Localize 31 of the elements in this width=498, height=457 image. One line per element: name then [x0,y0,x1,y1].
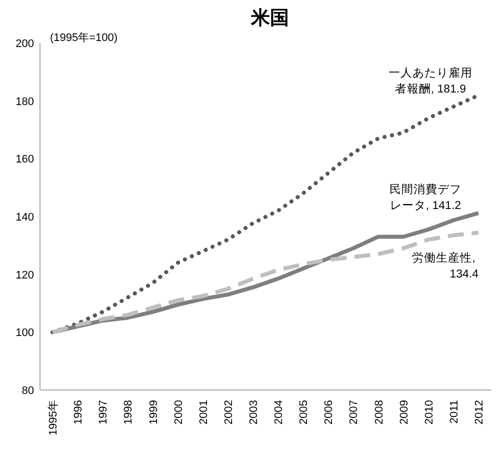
line-series [50,230,480,334]
x-tick-label: 1996 [72,400,85,424]
y-tick-label: 120 [16,269,34,282]
y-tick-label: 200 [16,38,34,50]
x-tick-label: 1998 [122,400,135,424]
x-tick-label: 1997 [98,400,110,424]
x-tick-label: 2011 [448,400,460,424]
annotation: 一人あたり雇用者報酬, 181.9 [388,65,472,96]
x-tick-label: 2002 [222,400,235,424]
y-tick-label: 100 [16,327,34,340]
y-tick-label: 80 [22,385,34,397]
annotation: 労働生産性, 134.4 [412,250,480,281]
x-tick-label: 2006 [323,400,336,424]
x-tick-label: 2009 [398,400,410,424]
x-tick-label: 2010 [423,400,436,424]
x-tick-label: 2000 [172,400,185,424]
x-tick-label: 2001 [198,400,210,424]
x-tick-label: 2005 [298,400,310,424]
y-tick-label: 140 [16,212,34,224]
x-tick-label: 2004 [273,400,286,424]
annotation: 民間消費デフレータ, 141.2 [389,183,462,212]
x-tick-label: 2012 [473,400,486,424]
y-tick-label: 180 [16,96,34,108]
x-tick-label: 2007 [348,400,360,424]
x-tick-label: 2003 [248,400,260,424]
x-tick-label: 2008 [373,400,386,424]
x-tick-label: 1995年 [48,400,60,436]
y-tick-label: 160 [16,154,34,166]
chart-title: 米国 [250,7,289,29]
y-axis-title: (1995年=100) [50,32,118,44]
x-tick-label: 1999 [148,400,160,424]
